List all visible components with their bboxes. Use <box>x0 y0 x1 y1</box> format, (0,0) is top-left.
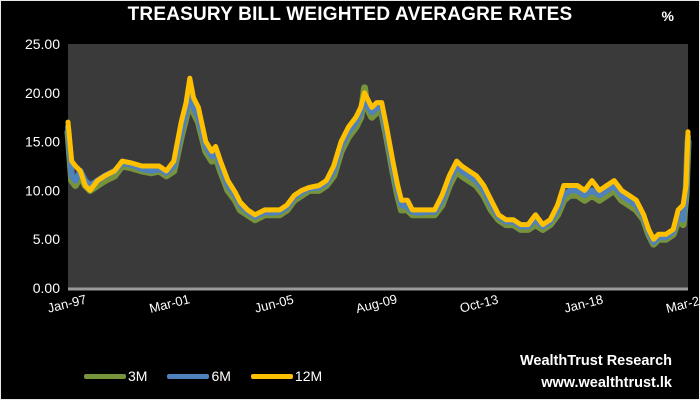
credit-name: WealthTrust Research <box>519 353 672 369</box>
y-tick-label: 0.00 <box>33 280 60 296</box>
x-tick-label: Mar-22 <box>664 291 700 316</box>
legend-item-12m: 12M <box>250 368 323 384</box>
legend-swatch-6m <box>167 373 210 379</box>
x-tick-label: Oct-13 <box>458 292 499 316</box>
legend-swatch-12m <box>250 373 293 379</box>
y-axis: 0.00 5.00 10.00 15.00 20.00 25.00 <box>25 36 60 296</box>
x-tick-label: Mar-01 <box>148 291 192 316</box>
x-tick-label: Jan-18 <box>562 292 604 316</box>
y-tick-label: 20.00 <box>25 85 60 101</box>
y-tick-label: 5.00 <box>33 231 60 247</box>
credit-url: www.wealthtrust.lk <box>541 375 672 391</box>
y-tick-label: 15.00 <box>25 134 60 150</box>
y-tick-label: 10.00 <box>25 182 60 198</box>
y-tick-label: 25.00 <box>25 36 60 52</box>
chart-title: TREASURY BILL WEIGHTED AVERAGRE RATES <box>127 4 573 25</box>
legend-item-6m: 6M <box>167 368 231 384</box>
x-tick-label: Jun-05 <box>253 292 295 316</box>
legend-swatch-3m <box>84 373 126 379</box>
series-line-12m <box>65 75 691 242</box>
series-layer <box>64 75 692 248</box>
legend-label-12m: 12M <box>294 368 323 384</box>
legend: 3M 6M 12M <box>84 367 342 385</box>
x-axis: Jan-97 Mar-01 Jun-05 Aug-09 Oct-13 Jan-18 Mar-… <box>46 291 700 316</box>
legend-item-3m: 3M <box>84 368 147 384</box>
credit-block: WealthTrust Research www.wealthtrust.lk <box>520 350 672 394</box>
unit-label: % <box>661 8 674 24</box>
x-tick-label: Aug-09 <box>354 291 398 316</box>
legend-label-3m: 3M <box>128 368 148 384</box>
legend-label-6m: 6M <box>211 368 231 384</box>
